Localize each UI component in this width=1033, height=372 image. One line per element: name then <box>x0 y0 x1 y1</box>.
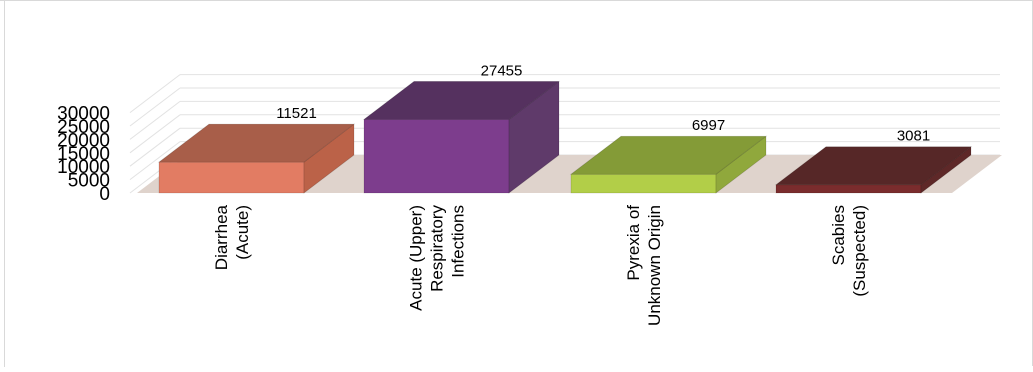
category-label-line: Acute (Upper) <box>407 205 426 311</box>
category-label-line: Respiratory <box>428 205 447 292</box>
data-labels: 11521 27455 6997 3081 <box>276 62 930 144</box>
category-label-line: (Suspected) <box>850 205 869 297</box>
bar-top-face <box>362 81 561 120</box>
bar <box>774 145 973 194</box>
bar-front-face <box>775 184 922 194</box>
category-label-line: (Acute) <box>233 205 252 260</box>
bar <box>569 135 768 194</box>
bar-side-face <box>303 123 355 194</box>
bar-front-face <box>363 119 510 194</box>
category-labels: Diarrhea (Acute) Acute (Upper) Respiratory I… <box>212 204 869 325</box>
bars <box>157 80 973 194</box>
y-tick-label: 20000 <box>57 130 110 151</box>
y-tick-label: 15000 <box>57 144 110 165</box>
gridline-slant <box>129 141 181 180</box>
category-label: Acute (Upper) Respiratory Infections <box>407 205 468 311</box>
bar-top-face <box>157 123 356 163</box>
data-label: 11521 <box>276 105 317 122</box>
category-label-line: Diarrhea <box>212 204 231 270</box>
category-label-line: Pyrexia of <box>624 205 643 281</box>
y-tick-label: 10000 <box>57 157 110 178</box>
gridline-slant <box>129 87 181 127</box>
chart-frame-left-edge <box>4 1 5 367</box>
y-tick-label: 0 <box>99 184 110 205</box>
bar-front-face <box>158 161 305 194</box>
data-label: 6997 <box>692 117 725 134</box>
bar-top-face <box>774 146 973 186</box>
bar-front-face <box>570 173 717 194</box>
category-label: Scabies (Suspected) <box>829 205 869 297</box>
data-label: 3081 <box>897 128 930 145</box>
bar <box>362 80 561 194</box>
gridline-slant <box>129 74 181 113</box>
gridline-slant <box>129 114 181 154</box>
category-label-line: Scabies <box>829 205 848 265</box>
bar <box>157 123 356 194</box>
category-label: Diarrhea (Acute) <box>212 204 252 270</box>
y-tick-label: 5000 <box>68 171 110 192</box>
y-tick-label: 25000 <box>57 117 110 138</box>
category-label: Pyrexia of Unknown Origin <box>624 205 664 326</box>
category-label-line: Unknown Origin <box>645 205 664 326</box>
y-tick-label: 30000 <box>57 104 110 125</box>
category-label-line: Infections <box>449 205 468 278</box>
gridline-slant <box>129 101 181 140</box>
gridline-slant <box>129 127 181 167</box>
data-label: 27455 <box>481 62 523 79</box>
bar-top-face <box>569 135 768 175</box>
